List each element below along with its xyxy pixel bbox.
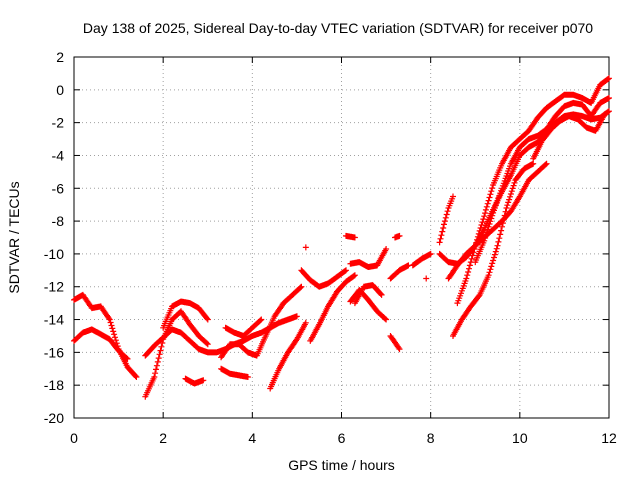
y-tick-label: -16 [44,344,64,360]
series-track [71,291,140,380]
series-track [472,95,612,266]
y-tick-label: -18 [44,377,64,393]
x-tick-label: 8 [427,430,435,446]
data-point-marks [472,95,612,266]
series-track [450,160,537,339]
data-point-marks [351,282,385,307]
data-point-marks [267,319,309,392]
x-tick-label: 2 [159,430,167,446]
series-track [218,283,305,361]
series-track [302,244,309,251]
series-track [142,308,211,400]
series-track [222,316,265,339]
y-tick-label: -6 [52,180,65,196]
data-point-marks [387,262,412,282]
data-point-marks [409,250,434,269]
series-track [423,275,430,282]
data-point-marks [450,160,537,339]
data-point-marks [347,246,390,270]
series-track [160,298,211,331]
data-points [71,75,612,400]
series-track [347,287,390,323]
x-tick-label: 12 [601,430,617,446]
y-axis-label: SDTVAR / TECUs [6,181,22,293]
data-point-marks [302,244,309,251]
y-tick-label: -14 [44,312,64,328]
axis-ticks: 0 2 4 6 8 10 12-20-18-16-14-12-10-8-6-4-202 [44,49,617,446]
data-point-marks [222,316,265,339]
data-point-marks [142,308,211,400]
x-tick-label: 4 [248,430,256,446]
y-tick-label: -4 [52,147,65,163]
series-track [182,375,207,387]
y-tick-label: -2 [52,115,65,131]
series-track [351,282,385,307]
chart-title: Day 138 of 2025, Sidereal Day-to-day VTE… [83,20,593,36]
data-point-marks [218,365,251,380]
series-track [347,246,390,270]
data-point-marks [392,232,403,241]
series-track [392,232,403,241]
x-tick-label: 10 [512,430,528,446]
series-track [71,326,131,362]
series-track [298,267,349,290]
data-point-marks [530,111,608,162]
data-point-marks [454,75,612,307]
data-point-marks [343,232,358,241]
series-track [409,250,434,269]
series-track [530,111,608,162]
grid [74,57,609,418]
series-track [387,333,403,353]
data-point-marks [71,326,131,362]
data-point-marks [160,298,211,331]
y-tick-label: -8 [52,213,65,229]
x-tick-label: 6 [338,430,346,446]
data-point-marks [182,375,207,387]
series-track [267,319,309,392]
series-track [218,365,251,380]
series-track [436,193,456,246]
data-point-marks [298,267,349,290]
data-point-marks [436,193,456,246]
series-track [454,75,612,307]
data-point-marks [347,287,390,323]
data-point-marks [387,333,403,353]
y-tick-label: -12 [44,279,64,295]
data-point-marks [71,291,140,380]
series-track [387,262,412,282]
series-track [307,272,358,344]
y-tick-label: -10 [44,246,64,262]
y-tick-label: -20 [44,410,64,426]
x-axis-label: GPS time / hours [288,457,395,473]
y-tick-label: 2 [56,49,64,65]
data-point-marks [218,283,305,361]
series-track [343,232,358,241]
y-tick-label: 0 [56,82,64,98]
data-point-marks [423,275,430,282]
data-point-marks [307,272,358,344]
x-tick-label: 0 [70,430,78,446]
